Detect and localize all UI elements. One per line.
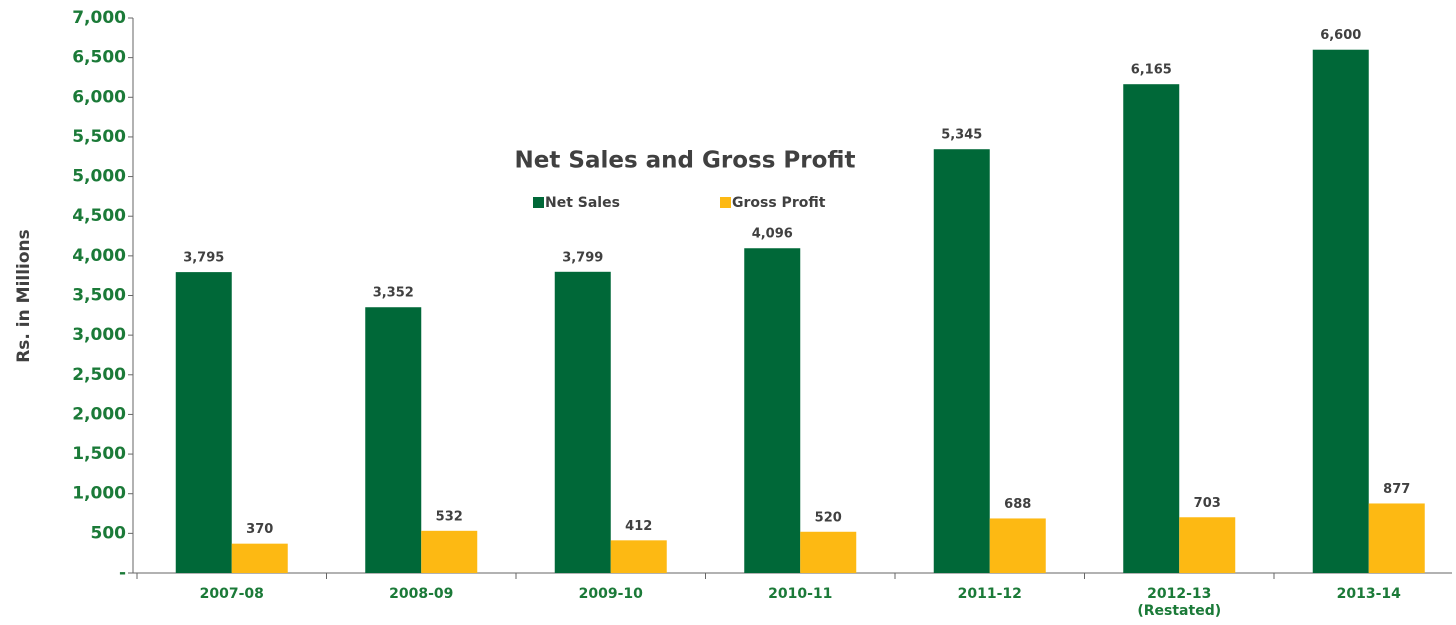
y-tick-label: 4,500 [72, 206, 126, 226]
data-label: 412 [625, 519, 652, 534]
bar [1312, 49, 1369, 573]
bar [800, 531, 857, 573]
data-label: 703 [1194, 496, 1221, 511]
data-label: 6,600 [1320, 28, 1361, 43]
y-tick-label: 5,500 [72, 127, 126, 147]
x-tick-label: 2009-10 [578, 586, 643, 602]
data-label: 6,165 [1131, 63, 1172, 78]
data-label: 370 [246, 522, 273, 537]
bar [933, 149, 990, 574]
y-tick-label: 1,000 [72, 484, 126, 504]
y-tick-label: 500 [91, 523, 127, 543]
bar [231, 543, 288, 573]
legend-label: Net Sales [545, 195, 620, 211]
x-tick-label: 2012-13 (Restated) [1137, 586, 1222, 619]
bar [989, 518, 1046, 573]
bar [365, 307, 422, 573]
y-tick-label: 3,500 [72, 286, 126, 306]
x-tick-label: 2007-08 [199, 586, 264, 602]
data-label: 5,345 [941, 128, 982, 143]
x-tick-label: 2013-14 [1336, 586, 1401, 602]
y-tick-label: 3,000 [72, 325, 126, 345]
bar [1368, 503, 1425, 573]
x-tick-label: 2010-11 [768, 586, 833, 602]
y-tick-label: 2,500 [72, 365, 126, 385]
data-label: 688 [1004, 497, 1031, 512]
y-tick-label: 5,000 [72, 167, 126, 187]
y-tick-label: - [119, 563, 126, 583]
data-label: 532 [436, 509, 463, 524]
x-tick-label: 2008-09 [389, 586, 454, 602]
bar [610, 540, 667, 573]
legend-swatch [533, 197, 544, 208]
data-label: 4,096 [752, 227, 793, 242]
data-label: 3,799 [562, 250, 603, 265]
y-tick-label: 6,500 [72, 48, 126, 68]
y-tick-label: 2,000 [72, 404, 126, 424]
bar [744, 248, 801, 573]
y-tick-label: 4,000 [72, 246, 126, 266]
y-axis-label: Rs. in Millions [14, 229, 34, 363]
data-label: 3,352 [373, 286, 414, 301]
bar [421, 530, 478, 573]
x-tick-label: 2011-12 [957, 586, 1022, 602]
data-label: 520 [815, 510, 842, 525]
data-label: 3,795 [183, 251, 224, 266]
data-label: 877 [1383, 482, 1410, 497]
legend-swatch [720, 197, 731, 208]
bar [175, 272, 232, 573]
legend-label: Gross Profit [732, 195, 826, 211]
y-tick-label: 1,500 [72, 444, 126, 464]
bar [1179, 517, 1236, 573]
chart-title: Net Sales and Gross Profit [515, 148, 856, 174]
bar [554, 271, 611, 573]
y-tick-label: 7,000 [72, 8, 126, 28]
bar [1123, 84, 1180, 573]
y-tick-label: 6,000 [72, 87, 126, 107]
